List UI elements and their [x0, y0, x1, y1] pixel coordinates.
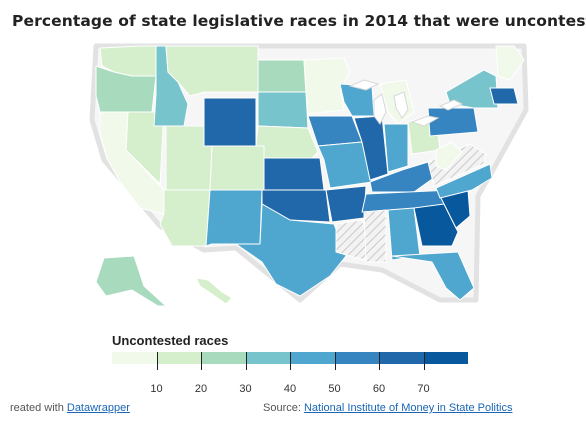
- state-ma[interactable]: [489, 87, 519, 105]
- state-ok[interactable]: [261, 189, 331, 223]
- state-ar[interactable]: [325, 185, 367, 223]
- datawrapper-link[interactable]: Datawrapper: [66, 402, 130, 414]
- chart-title: Percentage of state legislative races in…: [12, 12, 586, 30]
- state-co[interactable]: [209, 145, 265, 191]
- legend-color-bar: [112, 352, 468, 364]
- legend-tick-mark: [156, 352, 158, 370]
- state-ks[interactable]: [263, 157, 325, 191]
- legend-tick-label: 50: [328, 383, 341, 395]
- legend-swatch: [290, 352, 335, 364]
- state-in[interactable]: [383, 123, 409, 173]
- legend-swatch: [112, 352, 157, 364]
- state-mo[interactable]: [317, 141, 373, 189]
- legend-tick-mark: [290, 352, 291, 370]
- state-ia[interactable]: [307, 115, 363, 147]
- state-me[interactable]: [495, 45, 525, 81]
- great-lakes: [348, 79, 464, 127]
- state-va[interactable]: [427, 143, 487, 187]
- state-nd[interactable]: [257, 59, 307, 93]
- state-nc[interactable]: [435, 163, 493, 199]
- credit-prefix: reated with: [10, 402, 67, 414]
- state-mn[interactable]: [303, 57, 351, 115]
- state-or[interactable]: [95, 65, 157, 113]
- legend-swatch: [201, 352, 246, 364]
- legend-ticks: 10 20 30 40 50 60 70: [112, 352, 468, 395]
- legend-swatch: [245, 352, 290, 364]
- legend-tick-mark: [334, 352, 336, 370]
- legend-tick-label: 20: [194, 383, 208, 395]
- state-ne[interactable]: [255, 125, 319, 159]
- state-sd[interactable]: [257, 91, 309, 129]
- state-pa[interactable]: [427, 107, 479, 137]
- state-ms[interactable]: [363, 209, 387, 263]
- source-link[interactable]: National Institute of Money in State Pol…: [303, 402, 513, 414]
- state-wy[interactable]: [203, 97, 257, 147]
- state-nm[interactable]: [205, 189, 263, 247]
- legend-tick-mark: [201, 352, 202, 370]
- legend-swatch: [379, 352, 424, 364]
- legend-swatch: [334, 352, 379, 364]
- legend-tick-label: 70: [417, 383, 430, 395]
- legend-tick-mark: [423, 352, 425, 370]
- legend-tick-label: 60: [372, 383, 386, 395]
- legend-tick-mark: [379, 352, 380, 370]
- legend-tick-label: 10: [150, 383, 163, 395]
- state-wv[interactable]: [435, 141, 463, 171]
- legend-swatch: [423, 352, 468, 364]
- state-mt[interactable]: [165, 45, 259, 97]
- state-ga[interactable]: [413, 203, 459, 247]
- state-az[interactable]: [159, 189, 211, 247]
- legend-tick-mark: [245, 352, 247, 370]
- legend-tick-label: 30: [239, 383, 252, 395]
- legend-swatch: [156, 352, 201, 364]
- legend-tick-label: 40: [283, 383, 297, 395]
- state-ak[interactable]: [95, 255, 167, 307]
- legend-title: Uncontested races: [112, 333, 229, 348]
- state-fl[interactable]: [391, 251, 475, 301]
- state-hi[interactable]: [195, 277, 233, 305]
- source-prefix: Source:: [263, 402, 304, 414]
- state-tx[interactable]: [235, 203, 347, 297]
- credit-line: reated with Datawrapper: [10, 402, 130, 414]
- color-legend: 10 20 30 40 50 60 70: [112, 352, 468, 395]
- source-line: Source: National Institute of Money in S…: [263, 402, 512, 414]
